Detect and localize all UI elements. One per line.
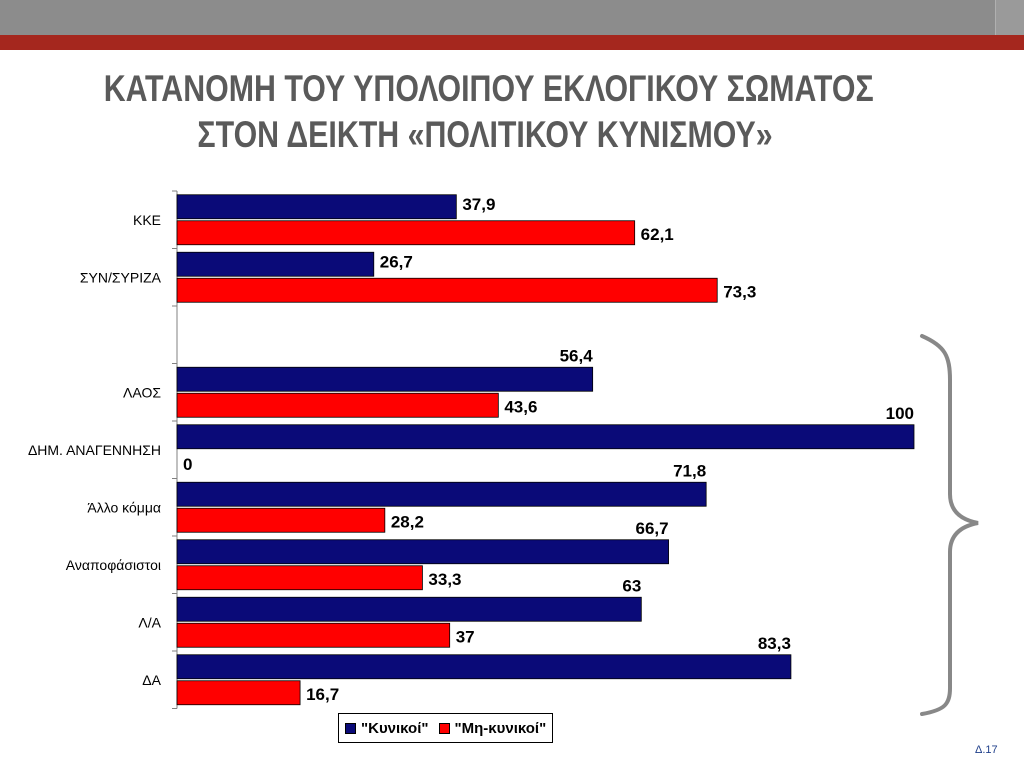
top-band-notch <box>995 0 1024 35</box>
bar-series-2 <box>176 392 499 418</box>
data-label-series-2: 73,3 <box>723 282 756 301</box>
category-label: Αναποφάσιστοι <box>66 557 161 573</box>
data-label-series-1: 66,7 <box>635 519 668 538</box>
bar-series-1 <box>176 424 915 450</box>
legend-item-series-1: "Κυνικοί" <box>345 720 429 737</box>
data-label-series-2: 37 <box>456 627 475 646</box>
bar-series-1 <box>176 539 669 565</box>
data-label-series-2: 43,6 <box>504 397 537 416</box>
data-label-series-2: 0 <box>183 455 192 474</box>
category-label: ΔΗΜ. ΑΝΑΓΕΝΝΗΣΗ <box>28 442 161 458</box>
legend-label-series-2: "Μη-κυνικοί" <box>454 719 547 737</box>
category-label: Λ/Α <box>138 614 161 630</box>
slide-number: Δ.17 <box>975 744 998 756</box>
data-label-series-1: 83,3 <box>758 634 791 653</box>
page-title: ΚΑΤΑΝΟΜΗ ΤΟΥ ΥΠΟΛΟΙΠΟΥ ΕΚΛΟΓΙΚΟΥ ΣΩΜΑΤΟΣ… <box>103 66 874 158</box>
category-label: Άλλο κόμμα <box>87 499 161 515</box>
legend-swatch-series-2 <box>438 722 450 734</box>
bar-series-2 <box>176 220 636 246</box>
data-label-series-2: 28,2 <box>391 512 424 531</box>
bar-series-2 <box>176 565 423 591</box>
category-label: ΣΥΝ/ΣΥΡΙΖΑ <box>80 269 162 285</box>
category-label: ΛΑΟΣ <box>123 384 161 400</box>
bar-series-2 <box>176 680 301 706</box>
bar-series-1 <box>176 194 457 220</box>
chart-legend: "Κυνικοί" "Μη-κυνικοί" <box>338 713 554 743</box>
title-line-2: ΣΤΟΝ ΔΕΙΚΤΗ «ΠΟΛΙΤΙΚΟΥ ΚΥΝΙΣΜΟΥ» <box>197 114 773 155</box>
bar-series-1 <box>176 481 707 507</box>
curly-brace-annotation <box>920 334 979 716</box>
bar-series-2 <box>176 622 451 648</box>
data-label-series-1: 71,8 <box>673 461 706 480</box>
bar-series-1 <box>176 251 375 277</box>
legend-label-series-1: "Κυνικοί" <box>361 719 429 737</box>
legend-swatch-series-1 <box>345 722 356 734</box>
data-label-series-1: 26,7 <box>380 252 413 271</box>
red-band <box>0 35 1024 50</box>
bar-series-1 <box>176 366 594 392</box>
data-label-series-2: 33,3 <box>428 570 461 589</box>
data-label-series-1: 100 <box>886 404 914 423</box>
data-label-series-1: 37,9 <box>462 195 495 214</box>
bar-series-2 <box>176 507 386 533</box>
top-band <box>0 0 1024 35</box>
bar-series-1 <box>176 654 792 680</box>
title-line-1: ΚΑΤΑΝΟΜΗ ΤΟΥ ΥΠΟΛΟΙΠΟΥ ΕΚΛΟΓΙΚΟΥ ΣΩΜΑΤΟΣ <box>103 68 874 109</box>
data-label-series-2: 16,7 <box>306 685 339 704</box>
category-label: ΔΑ <box>142 672 161 688</box>
legend-item-series-2: "Μη-κυνικοί" <box>438 719 547 737</box>
data-label-series-2: 62,1 <box>641 225 674 244</box>
bar-series-2 <box>176 277 718 303</box>
bar-series-1 <box>176 596 642 622</box>
data-label-series-1: 63 <box>622 576 641 595</box>
data-label-series-1: 56,4 <box>560 346 594 365</box>
category-label: ΚΚΕ <box>133 212 161 228</box>
